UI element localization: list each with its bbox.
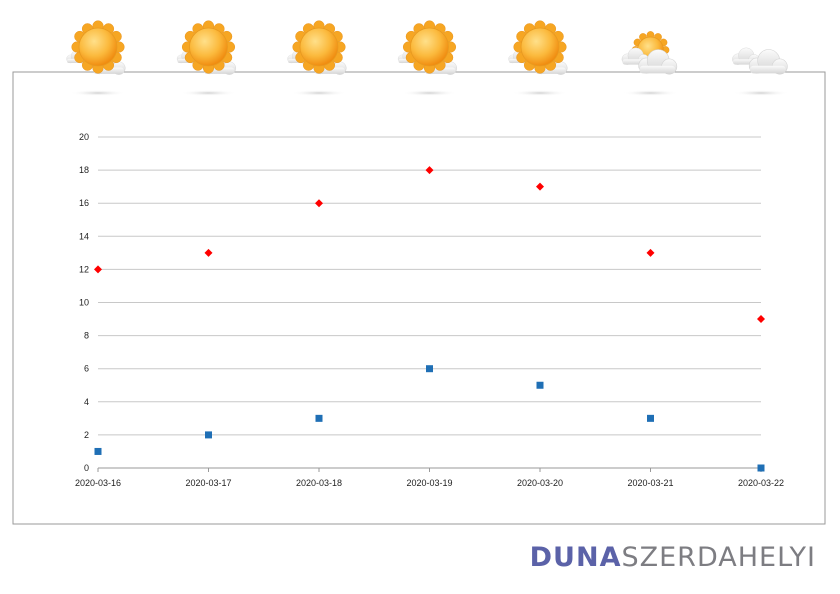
data-point-max-temp bbox=[425, 166, 434, 175]
chart-frame bbox=[12, 71, 826, 525]
data-point-min-temp bbox=[536, 381, 544, 389]
data-point-min-temp bbox=[647, 414, 654, 422]
partly-cloudy-icon bbox=[621, 31, 679, 96]
data-point-max-temp bbox=[204, 248, 213, 257]
data-point-max-temp bbox=[536, 182, 544, 191]
data-point-min-temp bbox=[426, 365, 433, 373]
y-tick-label: 6 bbox=[84, 364, 89, 374]
data-point-min-temp bbox=[94, 447, 102, 455]
x-tick-label: 2020-03-19 bbox=[406, 478, 452, 488]
sun-icon bbox=[66, 20, 126, 96]
weather-icons-row bbox=[66, 20, 789, 96]
y-tick-label: 16 bbox=[79, 198, 89, 208]
sun-icon bbox=[176, 20, 237, 96]
logo-text-part2: SZERDAHELYI bbox=[621, 542, 816, 573]
sun-icon bbox=[397, 20, 458, 96]
y-tick-label: 4 bbox=[84, 397, 89, 407]
y-tick-label: 0 bbox=[84, 463, 89, 473]
cloud-icon bbox=[732, 47, 789, 96]
y-tick-label: 14 bbox=[79, 231, 89, 241]
x-tick-label: 2020-03-22 bbox=[738, 478, 784, 488]
x-tick-label: 2020-03-20 bbox=[517, 478, 563, 488]
data-point-max-temp bbox=[94, 265, 102, 274]
site-logo: DUNASZERDAHELYI bbox=[530, 542, 816, 573]
y-tick-label: 18 bbox=[79, 165, 89, 175]
sun-icon bbox=[287, 20, 347, 96]
data-point-max-temp bbox=[646, 248, 655, 257]
data-point-min-temp bbox=[757, 464, 765, 472]
data-point-min-temp bbox=[205, 431, 212, 439]
data-point-min-temp bbox=[315, 414, 323, 422]
y-tick-label: 10 bbox=[79, 298, 89, 308]
y-tick-label: 20 bbox=[79, 132, 89, 142]
x-tick-label: 2020-03-17 bbox=[185, 478, 231, 488]
logo-text-part1: DUNA bbox=[529, 542, 622, 573]
data-point-max-temp bbox=[757, 315, 765, 324]
y-tick-label: 2 bbox=[84, 430, 89, 440]
x-tick-label: 2020-03-18 bbox=[296, 478, 342, 488]
data-point-max-temp bbox=[315, 199, 323, 208]
sun-icon bbox=[508, 20, 568, 96]
x-tick-label: 2020-03-21 bbox=[627, 478, 673, 488]
x-tick-label: 2020-03-16 bbox=[75, 478, 121, 488]
y-tick-label: 12 bbox=[79, 264, 89, 274]
plot-area: 0 2 4 6 8 10 12 14 16 18 20 2020-03-16 2020-03-17 202… bbox=[75, 132, 784, 488]
y-tick-label: 8 bbox=[84, 331, 89, 341]
